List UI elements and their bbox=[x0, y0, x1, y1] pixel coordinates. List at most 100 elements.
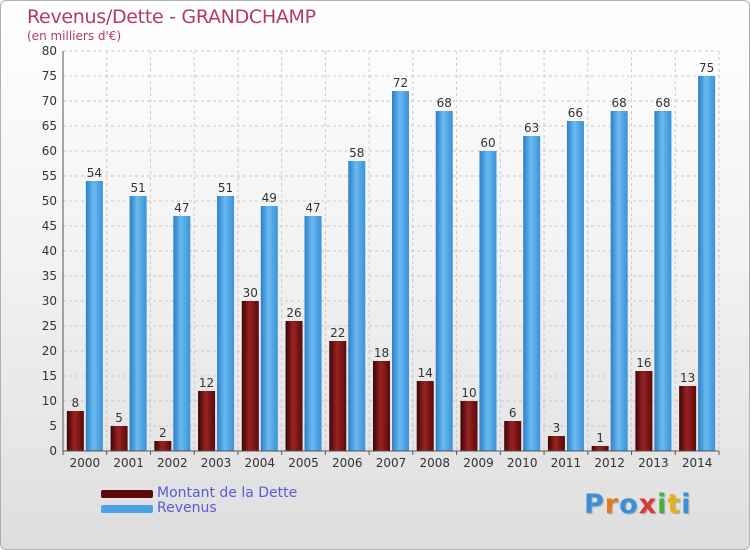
logo-letter: i bbox=[681, 489, 692, 520]
x-tick-label: 2008 bbox=[419, 456, 450, 470]
y-tick-label: 50 bbox=[42, 194, 57, 208]
data-label-debt: 1 bbox=[596, 431, 604, 445]
data-label-debt: 5 bbox=[115, 411, 123, 425]
y-tick-label: 0 bbox=[49, 444, 57, 458]
x-tick-label: 2013 bbox=[638, 456, 669, 470]
bar-revenus bbox=[610, 111, 628, 451]
legend-swatch-debt bbox=[101, 490, 153, 498]
logo-letter: x bbox=[638, 489, 658, 520]
x-tick-label: 2004 bbox=[245, 456, 276, 470]
x-tick-label: 2007 bbox=[376, 456, 407, 470]
bar-revenus bbox=[523, 136, 541, 451]
chart-title: Revenus/Dette - GRANDCHAMP bbox=[27, 6, 316, 28]
y-tick-label: 5 bbox=[49, 419, 57, 433]
logo-letter: P bbox=[584, 489, 605, 520]
x-tick-label: 2014 bbox=[682, 456, 713, 470]
bar-revenus bbox=[392, 91, 409, 451]
x-tick-label: 2011 bbox=[551, 456, 582, 470]
grid-layer bbox=[62, 50, 720, 452]
data-label-revenus: 72 bbox=[393, 76, 408, 90]
data-label-debt: 26 bbox=[286, 306, 301, 320]
bar-debt bbox=[154, 441, 172, 451]
bar-debt bbox=[329, 341, 347, 451]
y-tick-label: 15 bbox=[42, 369, 57, 383]
bar-revenus bbox=[435, 111, 453, 451]
bar-debt bbox=[591, 446, 609, 451]
logo-letter: i bbox=[657, 489, 668, 520]
logo-letter: o bbox=[619, 489, 639, 520]
bar-debt bbox=[679, 386, 697, 451]
y-tick-label: 30 bbox=[42, 294, 57, 308]
bar-debt bbox=[547, 436, 565, 451]
bar-revenus bbox=[85, 181, 103, 451]
y-tick-label: 35 bbox=[42, 269, 57, 283]
data-label-revenus: 58 bbox=[349, 146, 364, 160]
bar-revenus bbox=[566, 121, 584, 451]
x-tick-label: 2000 bbox=[70, 456, 101, 470]
bar-debt bbox=[635, 371, 653, 451]
logo-letter: r bbox=[604, 489, 620, 520]
proxiti-logo: Proxiti bbox=[584, 489, 692, 520]
y-tick-label: 80 bbox=[42, 44, 57, 58]
y-tick-label: 60 bbox=[42, 144, 57, 158]
x-tick-label: 2012 bbox=[594, 456, 625, 470]
bar-revenus bbox=[654, 111, 672, 451]
bar-revenus bbox=[698, 76, 716, 451]
legend-swatch-revenus bbox=[101, 505, 153, 513]
x-tick-label: 2006 bbox=[332, 456, 363, 470]
data-label-revenus: 68 bbox=[612, 96, 627, 110]
x-tick-label: 2001 bbox=[113, 456, 144, 470]
bar-revenus bbox=[129, 196, 147, 451]
x-tick-label: 2003 bbox=[201, 456, 232, 470]
x-tick-label: 2009 bbox=[463, 456, 494, 470]
bar-revenus bbox=[173, 216, 191, 451]
data-label-debt: 30 bbox=[243, 286, 258, 300]
data-label-revenus: 68 bbox=[437, 96, 452, 110]
y-tick-label: 70 bbox=[42, 94, 57, 108]
data-label-debt: 13 bbox=[680, 371, 695, 385]
bars-layer bbox=[66, 76, 716, 451]
legend-label-revenus: Revenus bbox=[157, 500, 217, 516]
y-tick-label: 40 bbox=[42, 244, 57, 258]
data-label-debt: 16 bbox=[636, 356, 651, 370]
x-tick-label: 2002 bbox=[157, 456, 188, 470]
data-label-debt: 3 bbox=[553, 421, 561, 435]
data-label-debt: 22 bbox=[330, 326, 345, 340]
y-tick-label: 10 bbox=[42, 394, 57, 408]
y-tick-label: 65 bbox=[42, 119, 57, 133]
bar-debt bbox=[460, 401, 478, 451]
y-tick-label: 55 bbox=[42, 169, 57, 183]
bar-revenus bbox=[217, 196, 235, 451]
data-label-revenus: 60 bbox=[480, 136, 495, 150]
data-label-revenus: 75 bbox=[699, 61, 714, 75]
bar-debt bbox=[373, 361, 390, 451]
bar-revenus bbox=[348, 161, 366, 451]
y-tick-label: 25 bbox=[42, 319, 57, 333]
data-label-revenus: 66 bbox=[568, 106, 583, 120]
bar-revenus bbox=[260, 206, 278, 451]
bar-debt bbox=[241, 301, 259, 451]
data-label-revenus: 51 bbox=[130, 181, 145, 195]
data-label-revenus: 51 bbox=[218, 181, 233, 195]
data-label-debt: 18 bbox=[374, 346, 389, 360]
x-tick-label: 2005 bbox=[288, 456, 319, 470]
data-label-revenus: 47 bbox=[305, 201, 320, 215]
labels-layer: 8545512471251304926472258187214681060663… bbox=[72, 61, 715, 445]
data-label-revenus: 54 bbox=[87, 166, 102, 180]
data-label-debt: 2 bbox=[159, 426, 167, 440]
data-label-revenus: 49 bbox=[262, 191, 277, 205]
bar-revenus bbox=[304, 216, 322, 451]
y-tick-label: 45 bbox=[42, 219, 57, 233]
data-label-debt: 12 bbox=[199, 376, 214, 390]
bar-debt bbox=[285, 321, 303, 451]
bar-debt bbox=[66, 411, 84, 451]
bar-debt bbox=[198, 391, 216, 451]
data-label-revenus: 47 bbox=[174, 201, 189, 215]
data-label-revenus: 68 bbox=[655, 96, 670, 110]
bar-revenus bbox=[479, 151, 497, 451]
y-tick-label: 75 bbox=[42, 69, 57, 83]
bar-debt bbox=[504, 421, 522, 451]
